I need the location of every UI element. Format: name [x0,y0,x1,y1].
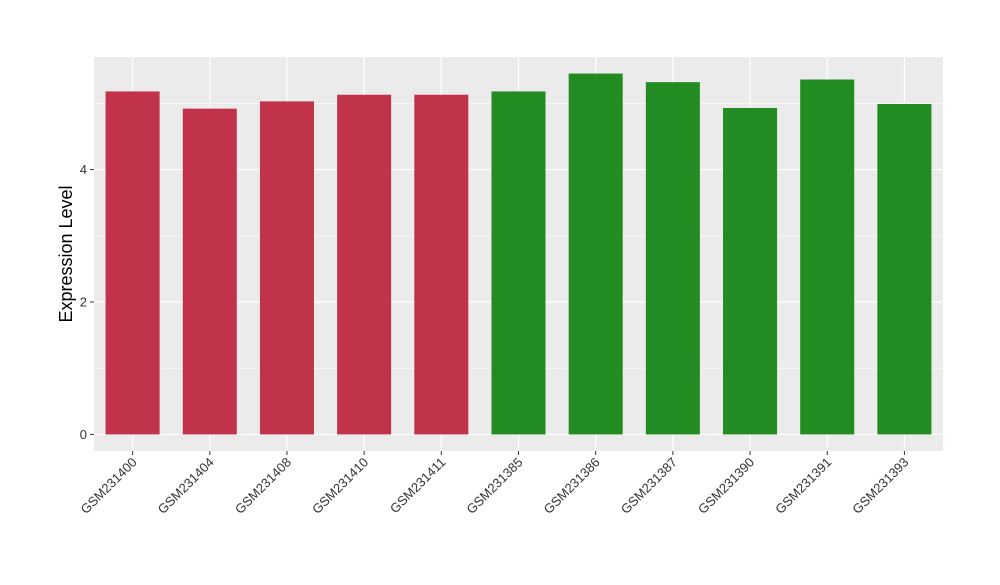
x-tick-label: GSM231408 [232,455,294,517]
bar-GSM231390 [723,107,778,435]
x-tick-label: GSM231391 [772,455,834,517]
bar-GSM231410 [337,94,392,435]
y-tick-label: 4 [80,162,87,177]
y-axis: 0 2 4 [80,162,94,442]
bars-group [105,73,932,435]
x-axis: GSM231400 GSM231404 GSM231408 GSM231410 GSM2… [77,451,912,517]
x-tick-label: GSM231387 [618,455,680,517]
y-tick-label: 2 [80,295,87,310]
bar-GSM231385 [491,91,546,435]
x-tick-label: GSM231404 [155,455,217,517]
y-axis-title: Expression Level [56,185,76,322]
x-tick-label: GSM231386 [541,455,603,517]
bar-GSM231391 [800,79,855,435]
x-tick-label: GSM231390 [695,455,757,517]
x-tick-label: GSM231385 [463,455,525,517]
bar-GSM231393 [877,104,932,435]
bar-GSM231386 [568,73,623,435]
bar-GSM231387 [645,82,700,435]
bar-GSM231400 [105,91,160,435]
x-tick-label: GSM231400 [77,455,139,517]
x-tick-label: GSM231411 [387,455,449,517]
y-tick-label: 0 [80,427,87,442]
bar-GSM231404 [182,108,237,435]
bar-GSM231411 [414,94,469,435]
x-tick-label: GSM231410 [309,455,371,517]
x-tick-label: GSM231393 [849,455,911,517]
bar-GSM231408 [259,101,314,435]
